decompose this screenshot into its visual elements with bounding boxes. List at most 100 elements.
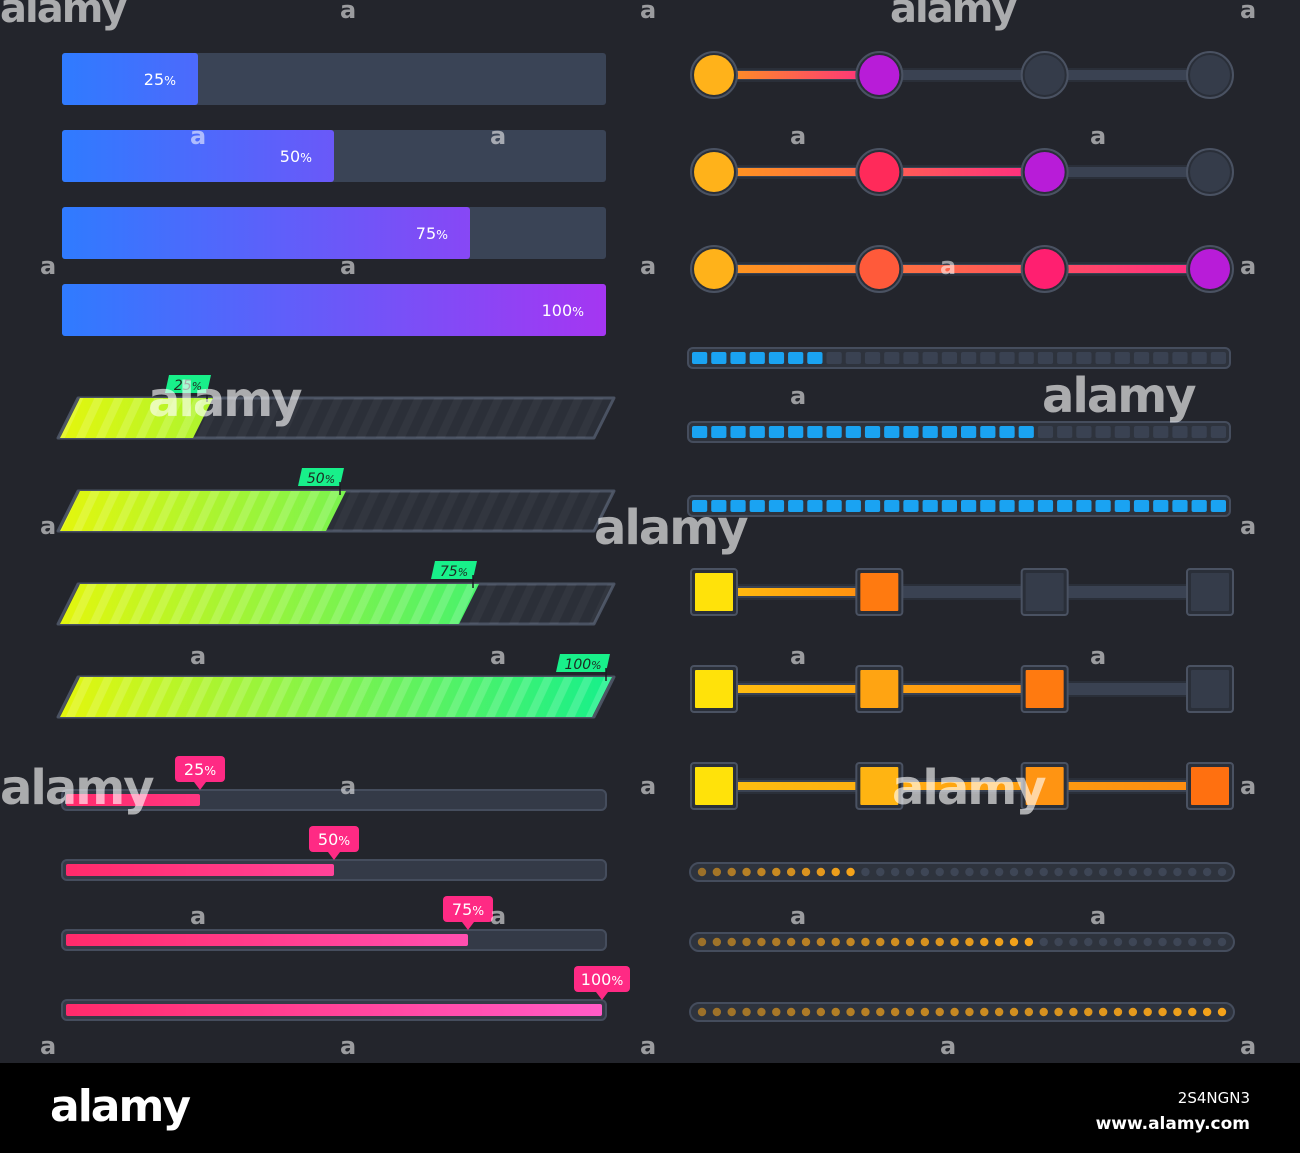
step-node-complete <box>695 670 733 708</box>
watermark-mark: a <box>1090 642 1107 670</box>
watermark-mark: a <box>340 772 357 800</box>
watermark-mark: a <box>40 512 57 540</box>
watermark-mark: a <box>640 1032 657 1060</box>
segment-empty <box>1172 352 1188 364</box>
dot-filled <box>846 867 855 877</box>
segment-empty <box>1210 426 1226 438</box>
dot-filled <box>935 937 944 947</box>
segmented-progress-bar-2 <box>687 421 1231 443</box>
segment-filled <box>692 426 708 438</box>
dot-filled <box>1069 1007 1078 1017</box>
segment-empty <box>961 352 977 364</box>
dot-empty <box>1143 867 1152 877</box>
watermark: alamy <box>0 760 155 816</box>
dot-filled <box>1202 1007 1212 1017</box>
dot-empty <box>905 867 915 877</box>
percent-value: 75 <box>416 224 436 243</box>
striped-progress-bar-4: 100% <box>56 654 616 719</box>
bar-track <box>687 495 1231 517</box>
tooltip-progress-bar-4: 100% <box>61 966 630 1021</box>
dot-filled <box>727 867 736 877</box>
segment-filled <box>711 426 727 438</box>
dot-filled <box>1113 1007 1123 1017</box>
segment-filled <box>788 426 804 438</box>
dot-filled <box>757 1007 766 1017</box>
dot-empty <box>950 867 959 877</box>
segment-filled <box>1153 500 1169 512</box>
segment-filled <box>961 500 977 512</box>
dot-filled <box>846 1007 855 1017</box>
step-node-pending <box>1190 152 1230 192</box>
percent-unit: % <box>204 763 216 778</box>
dot-filled <box>1158 1007 1167 1017</box>
dot-filled <box>712 1007 722 1017</box>
tooltip-percent-label: 50% <box>318 830 350 849</box>
segment-filled <box>692 352 708 364</box>
dot-empty <box>1128 937 1138 947</box>
striped-progress-bar-2: 50% <box>56 468 616 533</box>
segmented-progress-bar-1 <box>687 347 1231 369</box>
segment-filled <box>807 500 823 512</box>
dot-empty <box>1217 937 1227 947</box>
dot-empty <box>1024 867 1034 877</box>
percent-flag <box>431 561 477 579</box>
dot-filled <box>742 937 751 947</box>
stepper-fill <box>714 588 880 596</box>
tooltip-progress-bar-1: 25% <box>61 756 607 811</box>
step-node-complete <box>694 249 734 289</box>
dot-filled <box>876 937 885 947</box>
segment-filled <box>961 426 977 438</box>
footer-credit: 2S4NGN3 www.alamy.com <box>1096 1085 1250 1137</box>
dot-empty <box>1128 867 1138 877</box>
watermark-mark: a <box>790 642 807 670</box>
watermark-mark: a <box>490 642 507 670</box>
dot-filled <box>994 937 1004 947</box>
segment-filled <box>788 352 804 364</box>
watermark-mark: a <box>490 902 507 930</box>
watermark-mark: a <box>640 252 657 280</box>
bar-fill <box>62 207 470 259</box>
square-stepper-3 <box>690 762 1234 810</box>
dot-empty <box>965 867 974 877</box>
dot-filled <box>772 937 781 947</box>
percent-unit: % <box>591 659 601 672</box>
percent-unit: % <box>338 833 350 848</box>
segment-filled <box>826 500 842 512</box>
dot-empty <box>1054 937 1063 947</box>
percent-value: 50 <box>280 147 300 166</box>
percent-value: 25 <box>174 378 192 394</box>
dot-filled <box>1217 1007 1227 1017</box>
segment-filled <box>711 500 727 512</box>
segment-filled <box>807 352 823 364</box>
segment-filled <box>749 500 765 512</box>
tooltip-pointer <box>328 852 340 860</box>
segment-filled <box>1057 500 1073 512</box>
bar-fill <box>62 53 198 105</box>
dot-empty <box>1158 937 1167 947</box>
percent-flag <box>165 375 211 393</box>
percent-flag <box>298 468 344 486</box>
step-node-complete <box>1025 767 1064 805</box>
dot-filled <box>1188 1007 1197 1017</box>
dot-empty <box>890 867 900 877</box>
dot-filled <box>1009 937 1019 947</box>
segment-filled <box>980 500 996 512</box>
round-stepper-1 <box>690 51 1234 99</box>
dot-filled <box>786 937 796 947</box>
dot-filled <box>697 1007 707 1017</box>
dot-filled <box>831 867 840 877</box>
bar-track <box>687 347 1231 369</box>
dot-filled <box>712 937 722 947</box>
step-node-complete <box>860 670 899 708</box>
dot-filled <box>920 937 930 947</box>
dot-filled <box>1128 1007 1138 1017</box>
segment-empty <box>1076 352 1092 364</box>
watermark-mark: a <box>640 772 657 800</box>
watermark-mark: a <box>40 252 57 280</box>
dot-filled <box>772 1007 781 1017</box>
segment-filled <box>807 426 823 438</box>
watermark-mark: a <box>190 902 207 930</box>
watermark-mark: a <box>40 1032 57 1060</box>
tooltip-progress-bar-2: 50% <box>61 826 607 881</box>
dot-filled <box>920 1007 930 1017</box>
